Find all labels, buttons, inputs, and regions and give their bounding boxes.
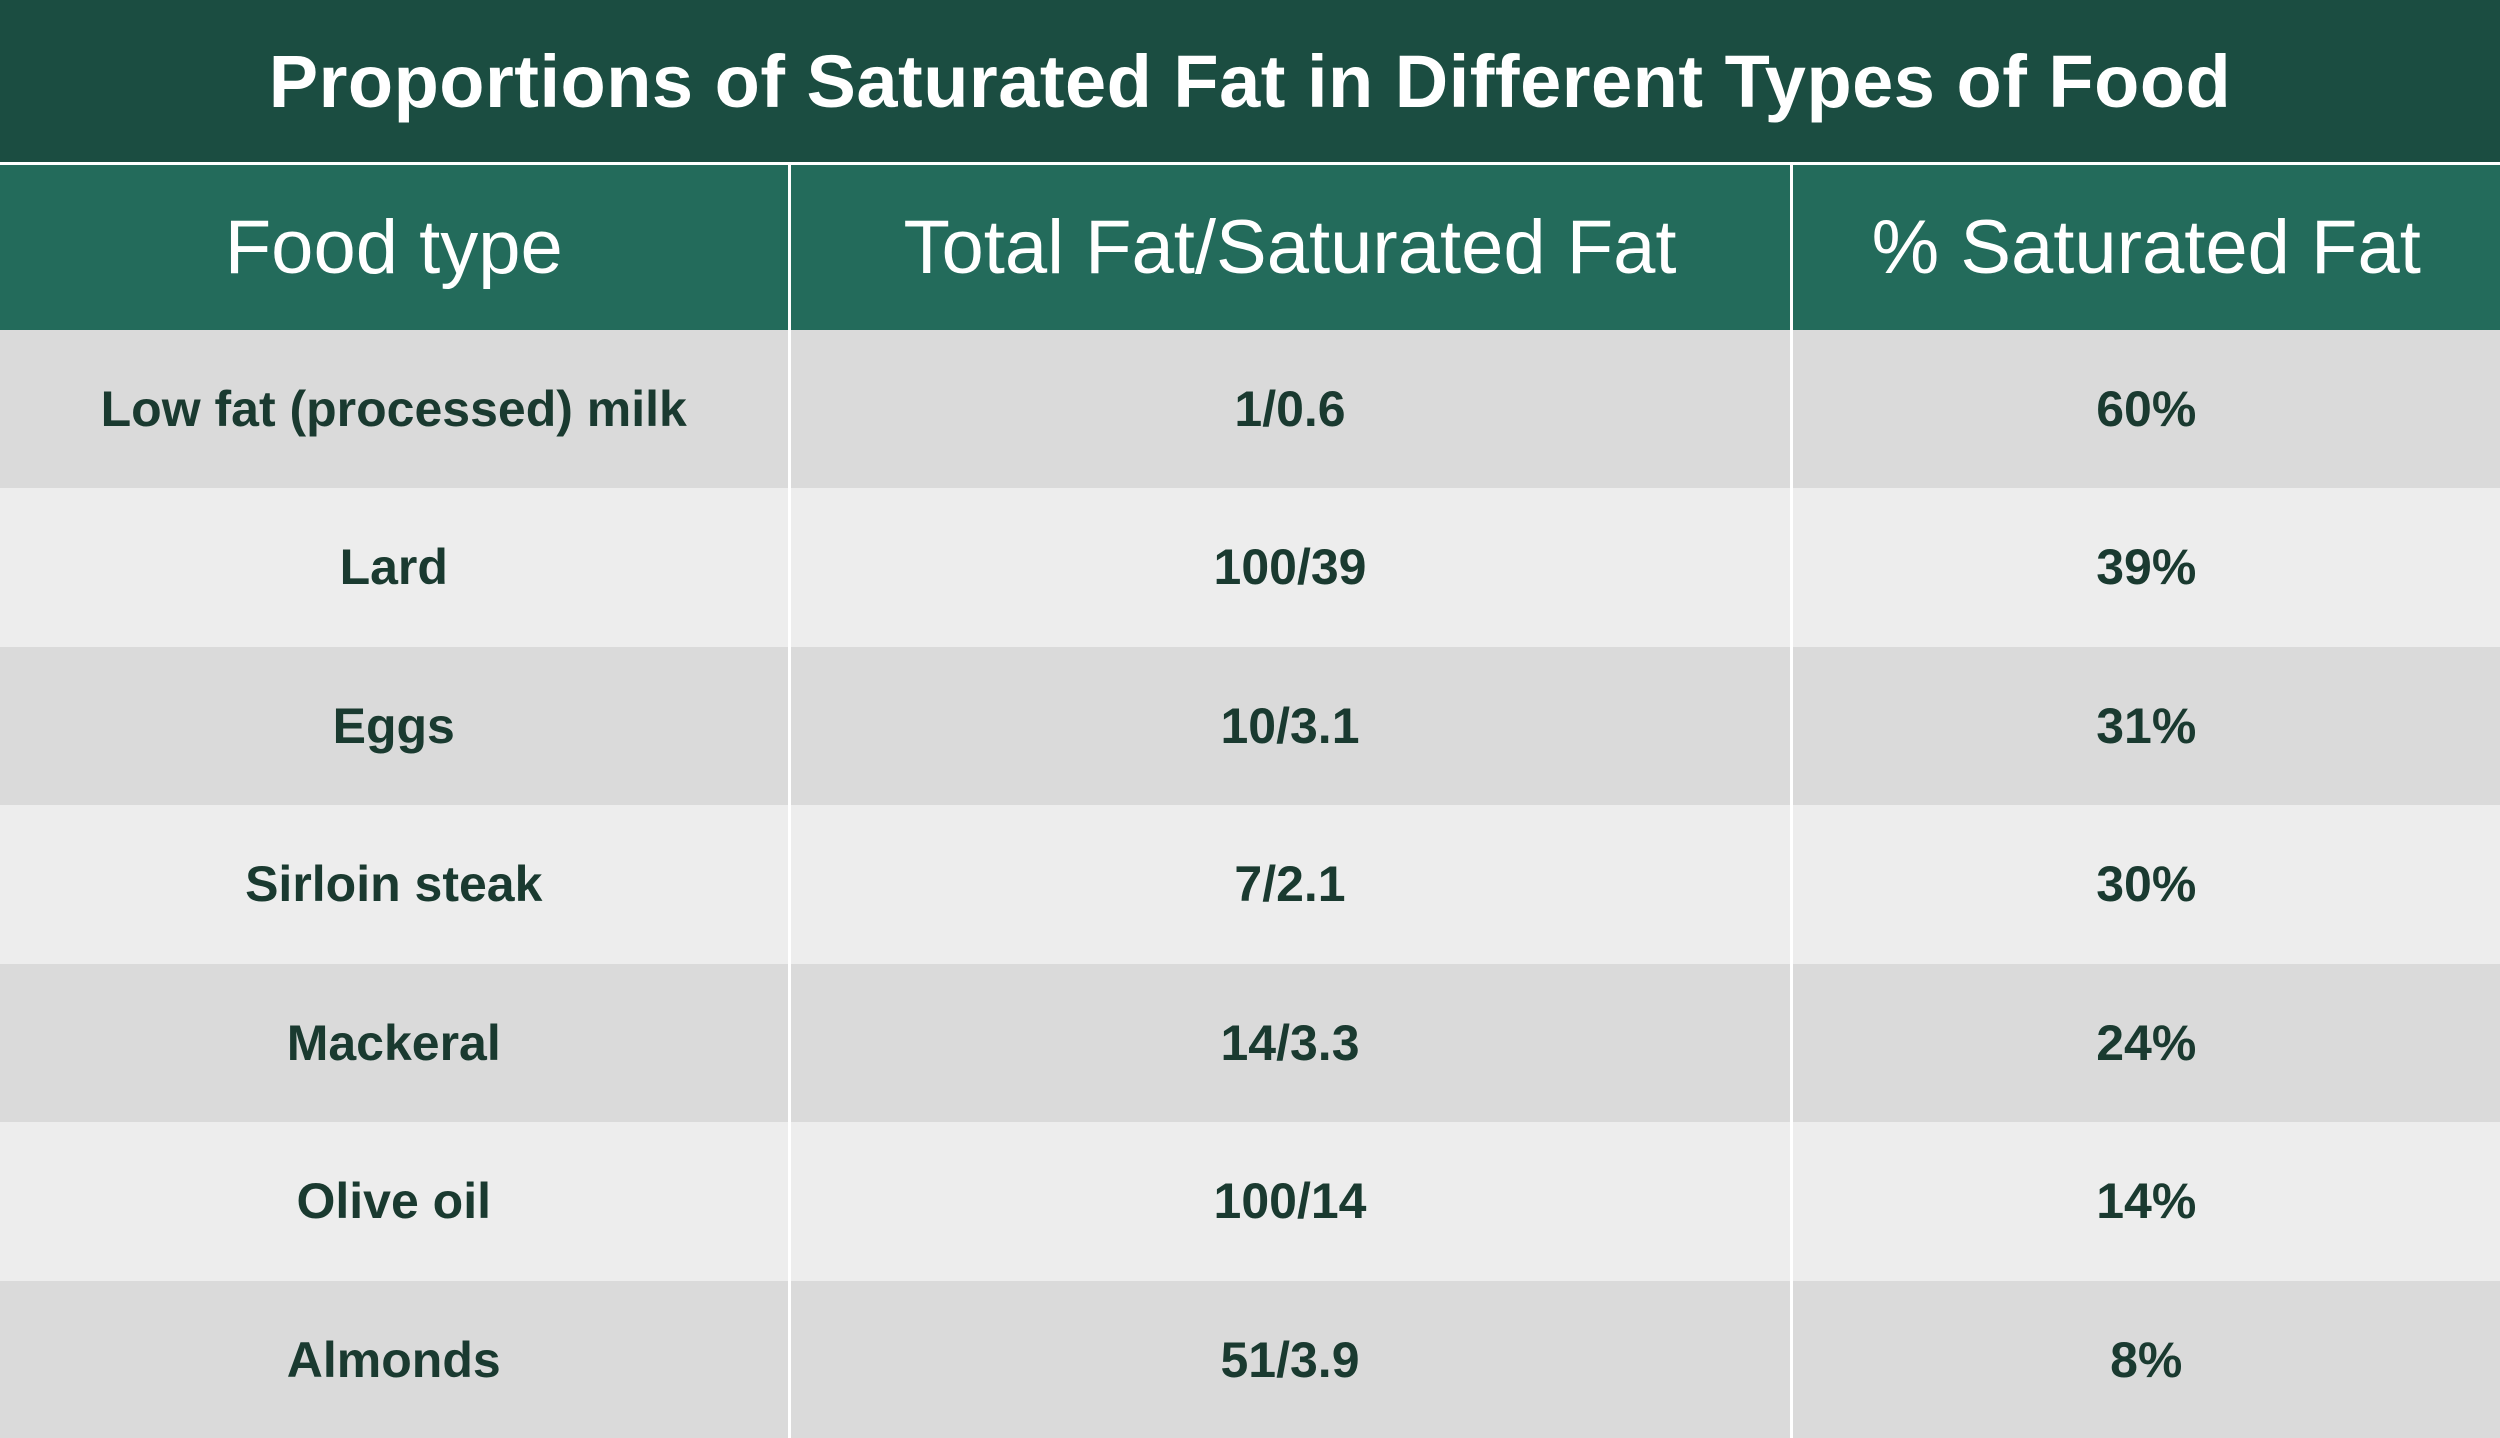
fat-ratio-cell: 100/39	[787, 488, 1793, 647]
percent-cell: 24%	[1789, 963, 2500, 1122]
header-total-saturated-fat: Total Fat/Saturated Fat	[787, 162, 1793, 330]
food-type-cell: Lard	[0, 488, 791, 647]
saturated-fat-table: Food type Total Fat/Saturated Fat % Satu…	[0, 162, 2500, 1438]
fat-ratio-cell: 7/2.1	[787, 805, 1793, 964]
food-type-cell: Olive oil	[0, 1122, 791, 1281]
table-row: Mackeral 14/3.3 24%	[0, 963, 2500, 1122]
fat-ratio-cell: 14/3.3	[787, 963, 1793, 1122]
table-row: Olive oil 100/14 14%	[0, 1122, 2500, 1281]
table-title: Proportions of Saturated Fat in Differen…	[268, 39, 2232, 123]
table-row: Almonds 51/3.9 8%	[0, 1280, 2500, 1438]
header-percent-saturated-fat: % Saturated Fat	[1789, 162, 2500, 330]
title-bar: Proportions of Saturated Fat in Differen…	[0, 0, 2500, 162]
percent-cell: 39%	[1789, 488, 2500, 647]
fat-ratio-cell: 51/3.9	[787, 1280, 1793, 1438]
food-type-cell: Low fat (processed) milk	[0, 329, 791, 488]
food-type-cell: Eggs	[0, 646, 791, 805]
food-type-cell: Mackeral	[0, 963, 791, 1122]
fat-ratio-cell: 100/14	[787, 1122, 1793, 1281]
table-row: Sirloin steak 7/2.1 30%	[0, 805, 2500, 964]
fat-ratio-cell: 10/3.1	[787, 646, 1793, 805]
header-row: Food type Total Fat/Saturated Fat % Satu…	[0, 162, 2500, 330]
percent-cell: 60%	[1789, 329, 2500, 488]
food-type-cell: Almonds	[0, 1280, 791, 1438]
table-row: Eggs 10/3.1 31%	[0, 646, 2500, 805]
table-row: Low fat (processed) milk 1/0.6 60%	[0, 329, 2500, 488]
table-row: Lard 100/39 39%	[0, 488, 2500, 647]
header-food-type: Food type	[0, 162, 791, 330]
food-type-cell: Sirloin steak	[0, 805, 791, 964]
percent-cell: 8%	[1789, 1280, 2500, 1438]
percent-cell: 30%	[1789, 805, 2500, 964]
percent-cell: 14%	[1789, 1122, 2500, 1281]
percent-cell: 31%	[1789, 646, 2500, 805]
fat-ratio-cell: 1/0.6	[787, 329, 1793, 488]
